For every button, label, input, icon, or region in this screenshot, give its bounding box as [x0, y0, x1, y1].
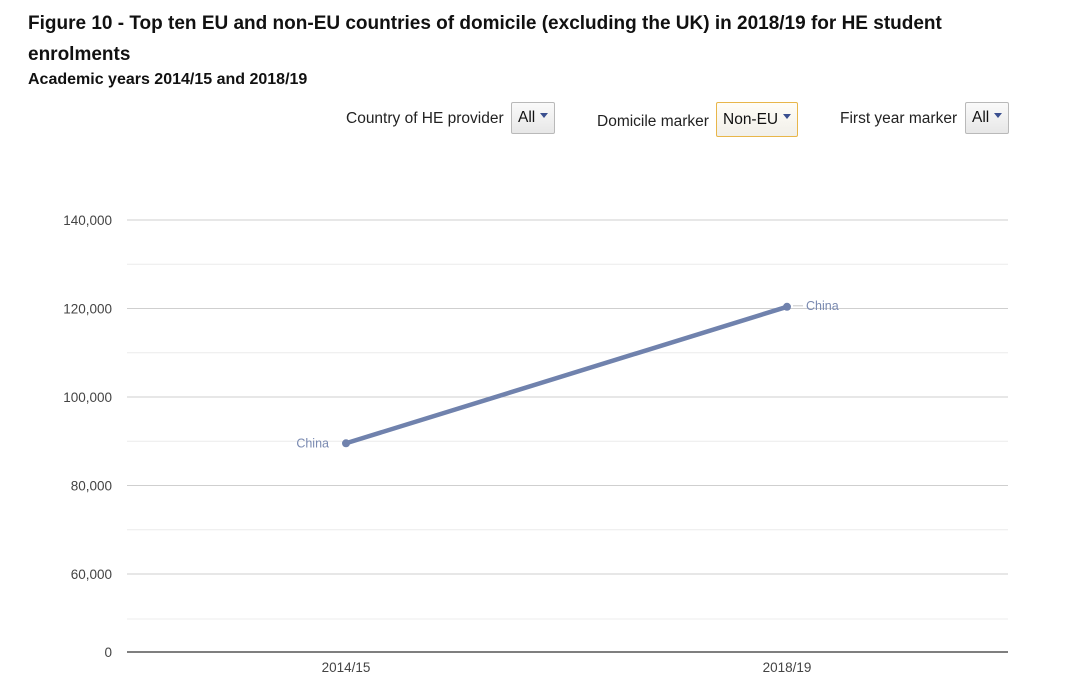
- x-tick-label: 2014/15: [322, 660, 371, 675]
- domicile-filter-value: Non-EU: [723, 110, 779, 128]
- chart-subtitle: Academic years 2014/15 and 2018/19: [28, 71, 308, 88]
- series-line-china: [343, 304, 790, 446]
- x-tick-label: 2018/19: [763, 660, 812, 675]
- y-tick-label: 0: [104, 645, 112, 660]
- first-year-filter-value: All: [972, 109, 990, 126]
- domicile-filter-dropdown[interactable]: Non-EU: [716, 102, 799, 137]
- chevron-down-icon: [540, 112, 549, 118]
- first-year-filter-label: First year marker: [840, 110, 958, 127]
- data-point: [783, 302, 791, 311]
- y-tick-label: 60,000: [71, 567, 112, 582]
- y-tick-label: 140,000: [63, 213, 112, 228]
- first-year-filter-dropdown[interactable]: All: [965, 102, 1010, 134]
- y-tick-label: 80,000: [71, 479, 112, 494]
- chevron-down-icon: [994, 112, 1003, 118]
- chart-title: Figure 10 - Top ten EU and non-EU countr…: [28, 13, 942, 65]
- data-label: China: [806, 299, 839, 313]
- domicile-filter-label: Domicile marker: [597, 113, 709, 130]
- data-label: China: [296, 436, 329, 450]
- chevron-down-icon: [783, 114, 792, 119]
- country-filter-dropdown[interactable]: All: [511, 102, 556, 134]
- country-filter-label: Country of HE provider: [346, 110, 504, 127]
- country-filter-value: All: [518, 109, 536, 126]
- data-point: [342, 439, 350, 448]
- y-tick-label: 120,000: [63, 302, 112, 317]
- y-tick-label: 100,000: [63, 390, 112, 405]
